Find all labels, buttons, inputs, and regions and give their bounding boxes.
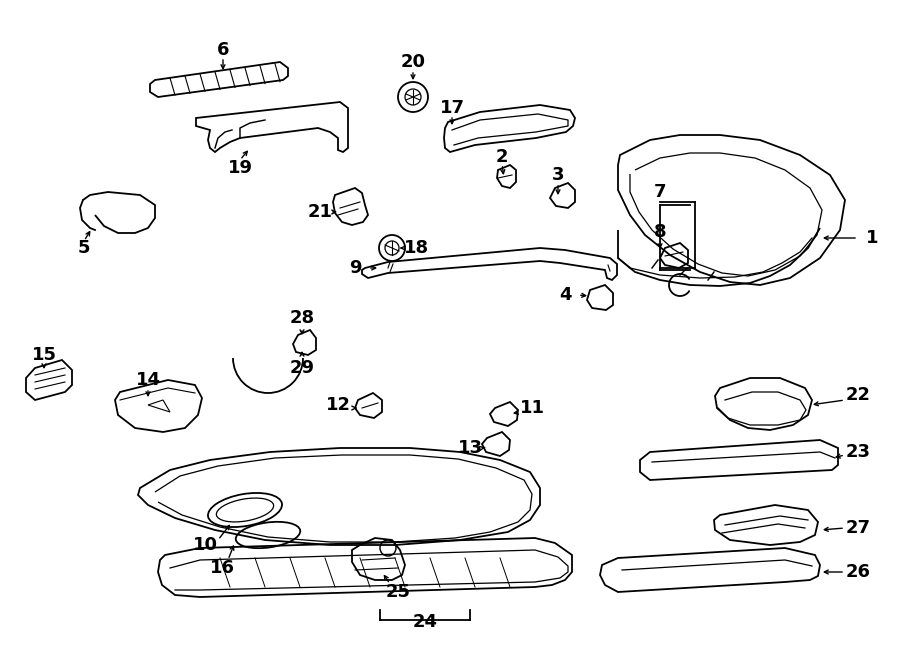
Text: 24: 24 <box>412 613 437 631</box>
Text: 29: 29 <box>290 359 314 377</box>
Text: 18: 18 <box>404 239 429 257</box>
Text: 11: 11 <box>519 399 544 417</box>
Text: 7: 7 <box>653 183 666 201</box>
Text: 16: 16 <box>210 559 235 577</box>
Text: 27: 27 <box>845 519 870 537</box>
Text: 6: 6 <box>217 41 230 59</box>
Text: 19: 19 <box>228 159 253 177</box>
Text: 25: 25 <box>385 583 410 601</box>
Text: 1: 1 <box>866 229 878 247</box>
Text: 15: 15 <box>32 346 57 364</box>
Text: 20: 20 <box>400 53 426 71</box>
Text: 5: 5 <box>77 239 90 257</box>
Text: 8: 8 <box>653 223 666 241</box>
Text: 21: 21 <box>308 203 332 221</box>
Text: 23: 23 <box>845 443 870 461</box>
Text: 14: 14 <box>136 371 160 389</box>
Text: 4: 4 <box>559 286 572 304</box>
Text: 12: 12 <box>326 396 350 414</box>
Text: 3: 3 <box>552 166 564 184</box>
Text: 26: 26 <box>845 563 870 581</box>
Text: 10: 10 <box>193 536 218 554</box>
Text: 9: 9 <box>349 259 361 277</box>
Text: 2: 2 <box>496 148 508 166</box>
Text: 17: 17 <box>439 99 464 117</box>
Text: 28: 28 <box>290 309 315 327</box>
Text: 22: 22 <box>845 386 870 404</box>
Text: 13: 13 <box>457 439 482 457</box>
